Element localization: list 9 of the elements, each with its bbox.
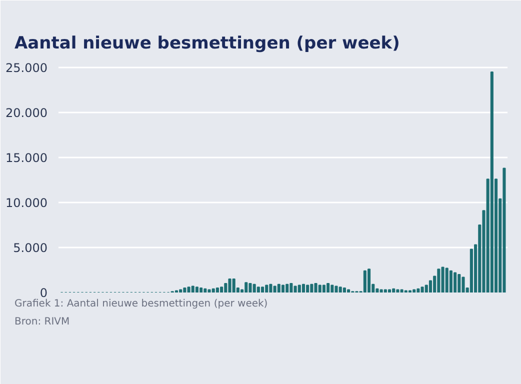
y-tick-label: 20.000 xyxy=(6,106,48,120)
y-tick-label: 5.000 xyxy=(13,241,48,255)
y-tick-label: 0 xyxy=(40,286,48,300)
y-tick-label: 25.000 xyxy=(6,61,48,75)
y-tick-label: 15.000 xyxy=(6,151,48,165)
text: Bron: RIVM xyxy=(14,316,70,328)
chart-title: Aantal nieuwe besmettingen (per week) xyxy=(14,34,400,54)
y-tick-label: 10.000 xyxy=(6,196,48,210)
text: Grafiek 1: Aantal nieuwe besmettingen (per week) xyxy=(14,298,268,310)
